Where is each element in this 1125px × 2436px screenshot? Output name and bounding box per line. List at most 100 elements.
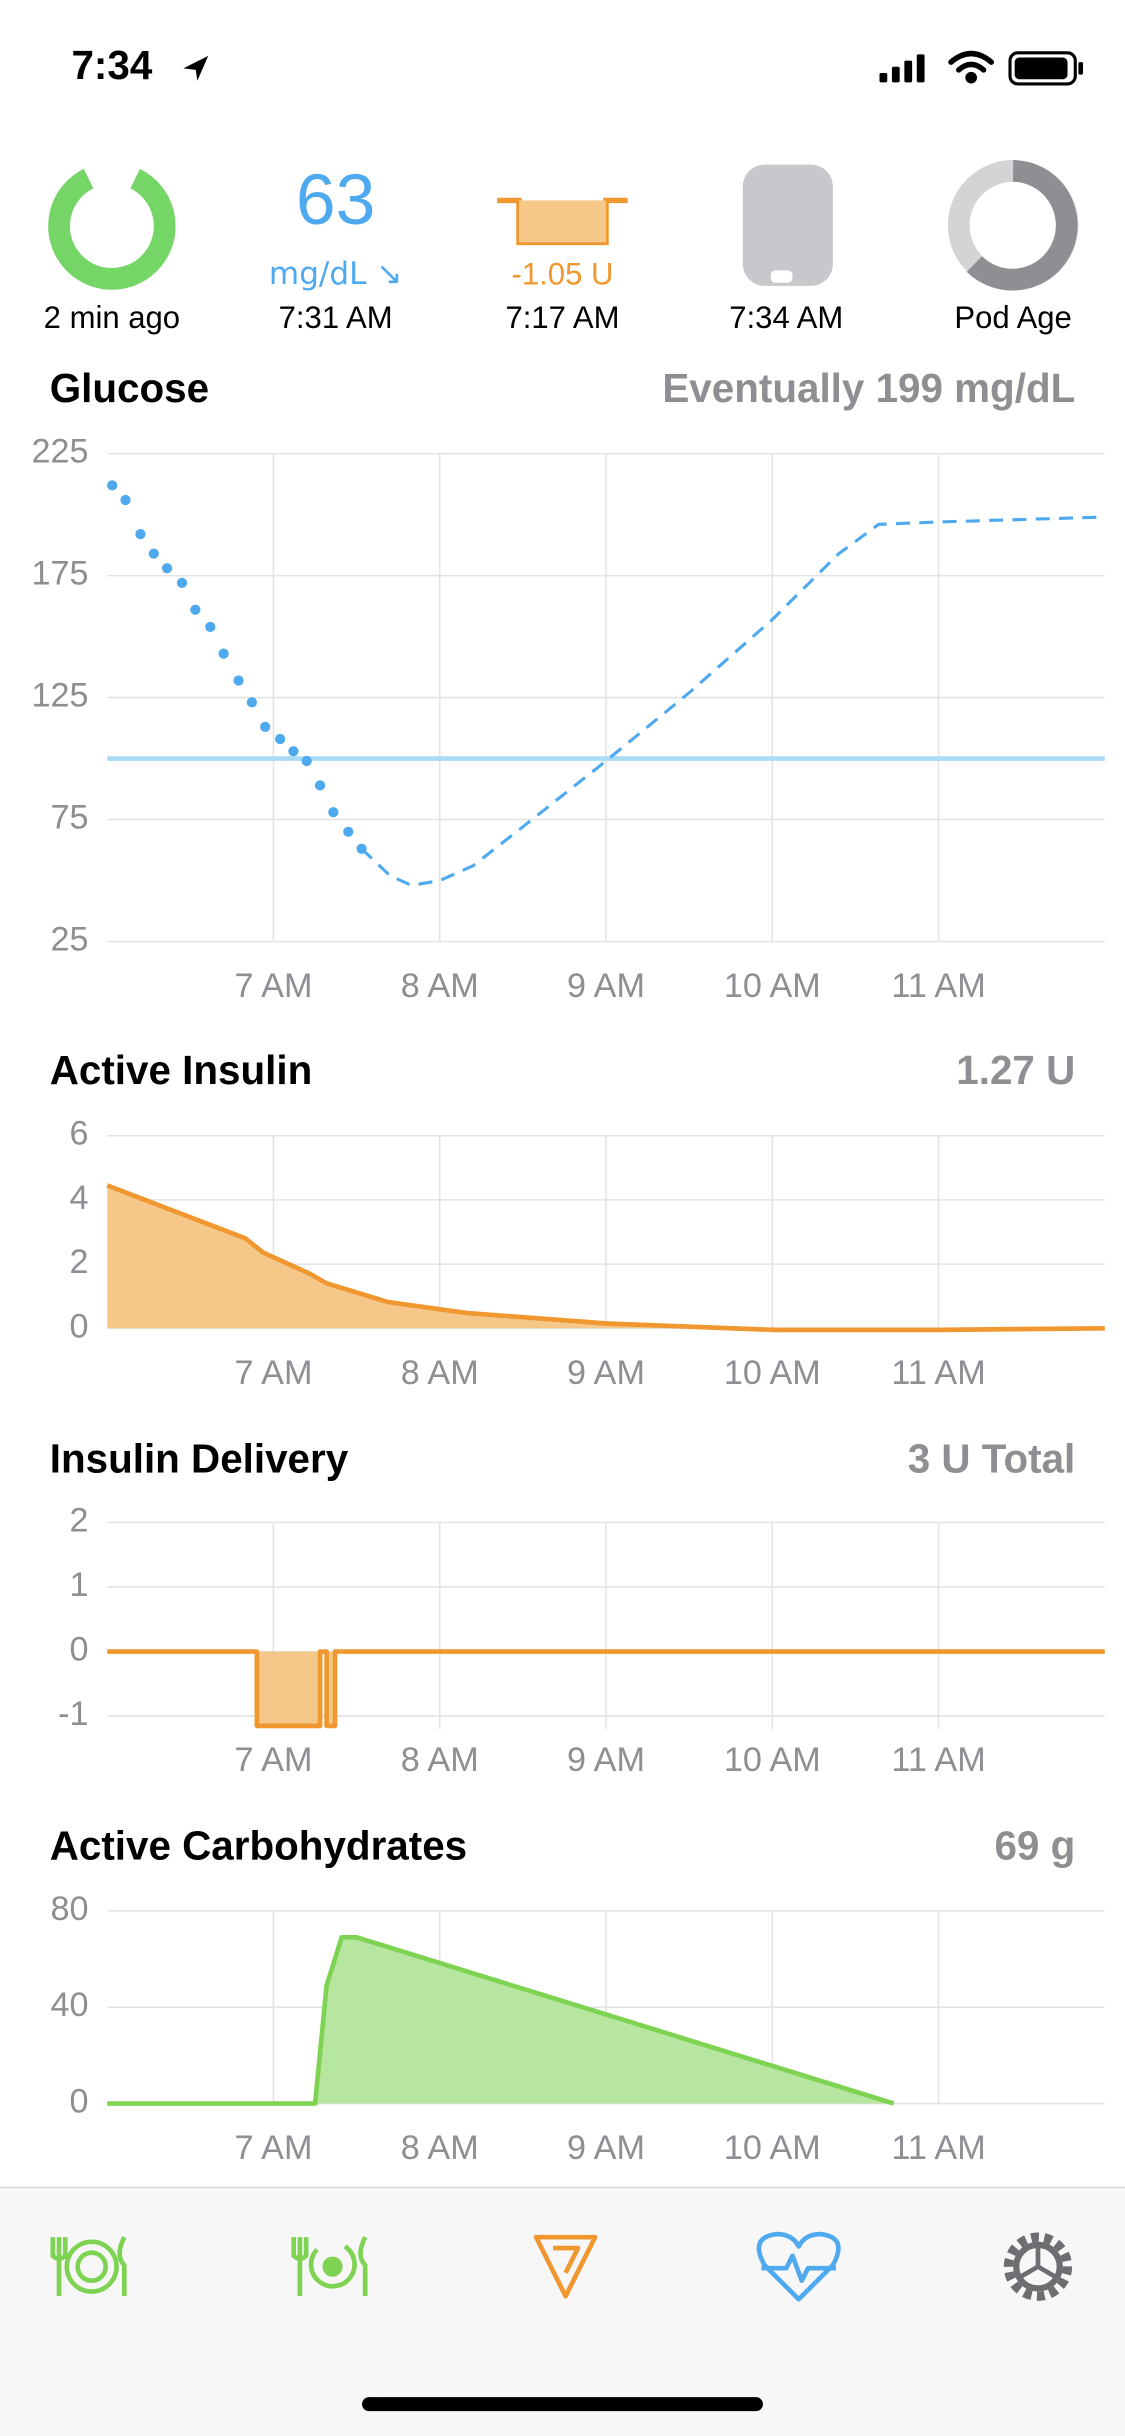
x-tick-label: 8 AM <box>401 2129 479 2167</box>
y-tick-label: 2 <box>70 1243 89 1281</box>
chart-title: Active Carbohydrates <box>50 1822 467 1868</box>
y-tick-label: 6 <box>70 1115 89 1153</box>
glucose-point <box>288 746 299 757</box>
y-tick-label: 1 <box>70 1566 89 1604</box>
chart-title: Glucose <box>50 365 209 411</box>
y-tick-label: 40 <box>51 1986 89 2024</box>
area-fill <box>107 1651 1105 1726</box>
y-tick-label: 0 <box>70 2083 89 2121</box>
pod-ring <box>966 160 1078 291</box>
glucose-value: 63 <box>296 160 376 240</box>
glucose-point <box>301 755 312 767</box>
glucose-point <box>233 675 244 686</box>
x-tick-label: 8 AM <box>401 1354 479 1392</box>
x-tick-label: 11 AM <box>891 2129 985 2167</box>
chart: Insulin Delivery 3 U Total 7 AM 8 AM 9 AM 10 … <box>50 1436 1105 1779</box>
glucose-point <box>260 721 271 732</box>
x-tick-label: 10 AM <box>724 1354 821 1392</box>
tab-bar <box>0 2187 1125 2436</box>
override-tab[interactable] <box>533 2234 598 2299</box>
x-tick-label: 11 AM <box>891 1741 985 1779</box>
glucose-point <box>275 733 286 745</box>
location-icon <box>183 55 209 81</box>
loop-ring <box>48 168 176 290</box>
x-tick-label: 11 AM <box>891 1354 985 1392</box>
wifi-icon <box>948 50 995 84</box>
x-tick-label: 7 AM <box>235 1354 313 1392</box>
basal-time: 7:17 AM <box>506 300 620 335</box>
loop-status[interactable]: 2 min ago <box>44 168 180 336</box>
basal-fill <box>518 200 607 243</box>
glucose-unit: mg/dL ↘ <box>269 256 402 292</box>
health-tab[interactable] <box>756 2231 841 2302</box>
glucose-point <box>190 604 201 615</box>
chart-summary: 3 U Total <box>908 1436 1076 1482</box>
glucose-point <box>135 529 146 540</box>
chart-summary: 1.27 U <box>956 1047 1075 1093</box>
pod-hud[interactable]: Pod Age <box>947 160 1079 335</box>
chart: Active Carbohydrates 69 g 7 AM 8 AM 9 AM 10 A… <box>50 1822 1105 2167</box>
glucose-point <box>176 577 188 589</box>
x-tick-label: 10 AM <box>724 967 821 1005</box>
y-tick-label: 125 <box>32 677 89 715</box>
area-line <box>106 1183 1105 1333</box>
x-tick-label: 7 AM <box>235 2129 313 2167</box>
basal-rate: -1.05 U <box>512 257 614 292</box>
settings-tab[interactable] <box>1003 2232 1073 2301</box>
chart: Active Insulin 1.27 U 7 AM 8 AM 9 AM 10 AM 11 … <box>50 1047 1105 1392</box>
x-tick-label: 8 AM <box>401 1741 479 1779</box>
pod-label: Pod Age <box>954 300 1071 335</box>
battery-icon <box>1008 51 1084 86</box>
glucose-point <box>107 480 118 491</box>
status-time: 7:34 <box>71 42 152 88</box>
glucose-point <box>314 780 326 791</box>
pump-hud[interactable]: 7:34 AM <box>729 164 843 336</box>
x-tick-label: 11 AM <box>891 967 985 1005</box>
pump-icon-slot <box>770 270 793 283</box>
y-tick-label: 0 <box>70 1307 89 1345</box>
y-tick-label: 80 <box>51 1890 89 1928</box>
chart: Glucose Eventually 199 mg/dL 7 AM 8 AM 9 AM 1… <box>32 365 1105 1005</box>
x-tick-label: 7 AM <box>235 967 313 1005</box>
signal-icon <box>879 54 925 83</box>
glucose-point <box>148 548 159 559</box>
x-tick-label: 9 AM <box>567 1741 645 1779</box>
x-tick-label: 8 AM <box>401 967 479 1005</box>
y-tick-label: 0 <box>70 1631 89 1669</box>
area-fill <box>107 1937 894 2104</box>
chart-summary: Eventually 199 mg/dL <box>662 365 1075 411</box>
x-tick-label: 9 AM <box>567 967 645 1005</box>
glucose-point <box>161 563 173 574</box>
glucose-point <box>218 648 229 659</box>
pump-icon <box>742 164 833 286</box>
carb-entry-tab[interactable] <box>50 2236 127 2297</box>
y-tick-label: 25 <box>51 920 89 958</box>
y-tick-label: 4 <box>70 1179 89 1217</box>
y-tick-label: 75 <box>51 799 89 837</box>
chart-title: Insulin Delivery <box>50 1436 349 1482</box>
glucose-point <box>120 494 131 506</box>
y-tick-label: 2 <box>70 1502 89 1540</box>
glucose-hud[interactable]: 63 mg/dL ↘ 7:31 AM <box>269 160 402 335</box>
prediction-line <box>360 515 1105 887</box>
x-tick-label: 10 AM <box>724 2129 821 2167</box>
y-tick-label: -1 <box>58 1695 88 1733</box>
glucose-point <box>246 697 257 708</box>
bolus-tab[interactable] <box>291 2236 368 2297</box>
y-tick-label: 225 <box>32 433 89 471</box>
loop-label: 2 min ago <box>44 300 180 335</box>
glucose-point <box>343 826 354 837</box>
chart-summary: 69 g <box>994 1822 1075 1868</box>
y-tick-label: 175 <box>32 555 89 593</box>
chart-title: Active Insulin <box>50 1047 313 1093</box>
glucose-time: 7:31 AM <box>279 300 393 335</box>
basal-hud[interactable]: -1.05 U 7:17 AM <box>497 197 628 335</box>
area-line <box>107 1934 895 2106</box>
x-tick-label: 7 AM <box>235 1741 313 1779</box>
x-tick-label: 10 AM <box>724 1741 821 1779</box>
glucose-point <box>205 621 216 632</box>
x-tick-label: 9 AM <box>567 1354 645 1392</box>
area-line <box>107 1649 1105 1729</box>
home-indicator <box>362 2397 763 2412</box>
